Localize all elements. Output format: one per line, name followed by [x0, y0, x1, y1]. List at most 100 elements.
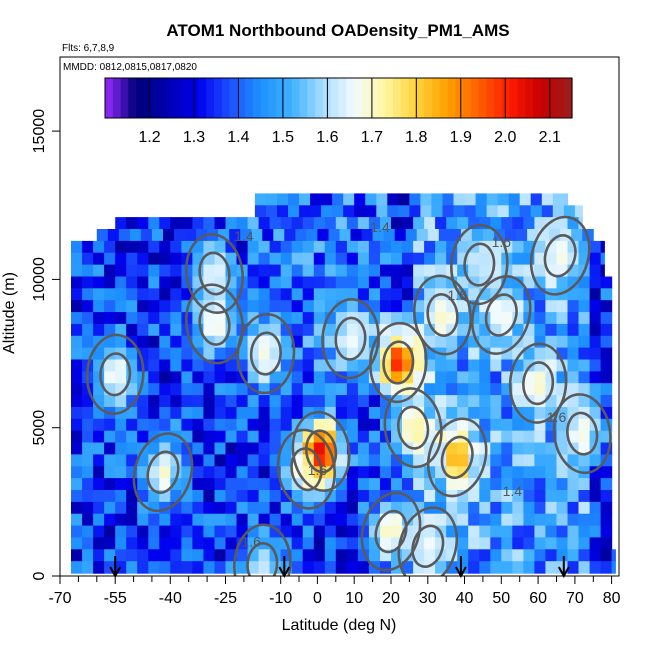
heatmap-cell [104, 383, 116, 396]
heatmap-cell [126, 454, 138, 467]
heatmap-cell [93, 347, 105, 361]
heatmap-cell [181, 359, 193, 372]
heatmap-cell [159, 501, 171, 515]
heatmap-cell [236, 478, 249, 491]
heatmap-cell [324, 442, 337, 455]
heatmap-cell [93, 501, 105, 515]
heatmap-cell [600, 478, 613, 491]
heatmap-cell [479, 395, 491, 408]
heatmap-cell [288, 205, 300, 218]
heatmap-cell [302, 347, 315, 361]
heatmap-cell [346, 430, 359, 444]
heatmap-cell [82, 335, 94, 349]
heatmap-cell [409, 205, 421, 218]
heatmap-cell [563, 205, 576, 218]
colorbar-swatch [470, 78, 480, 118]
heatmap-cell [490, 466, 502, 479]
heatmap-cell [192, 383, 204, 396]
heatmap-cell [115, 288, 127, 301]
heatmap-cell [291, 442, 304, 455]
heatmap-cell [225, 276, 238, 289]
heatmap-cell [357, 217, 370, 230]
heatmap-cell [280, 300, 293, 313]
heatmap-cell [214, 252, 227, 266]
heatmap-cell [368, 442, 381, 455]
heatmap-cell [475, 205, 488, 218]
heatmap-cell [501, 525, 513, 539]
heatmap-cell [280, 549, 293, 562]
heatmap-cell [523, 454, 535, 467]
heatmap-cell [435, 383, 447, 396]
heatmap-cell [291, 300, 304, 313]
heatmap-cell [192, 395, 204, 408]
heatmap-cell [501, 347, 513, 361]
heatmap-cell [578, 359, 591, 372]
heatmap-cell [556, 525, 569, 539]
heatmap-cell [490, 276, 502, 289]
colorbar-tick-label: 1.5 [272, 129, 294, 146]
heatmap-cell [600, 359, 613, 372]
heatmap-cell [534, 240, 546, 254]
heatmap-cell [280, 442, 293, 455]
heatmap-cell [104, 252, 116, 266]
heatmap-cell [203, 312, 215, 325]
heatmap-cell [380, 359, 392, 372]
heatmap-cell [258, 395, 271, 408]
heatmap-cell [368, 454, 381, 467]
heatmap-cell [578, 383, 591, 396]
heatmap-cell [357, 466, 370, 479]
heatmap-cell [357, 454, 370, 467]
heatmap-cell [115, 335, 127, 349]
heatmap-cell [413, 276, 425, 289]
contour-line [411, 524, 445, 569]
heatmap-cell [446, 442, 458, 455]
colorbar-swatch [393, 78, 402, 118]
heatmap-cell [578, 549, 591, 562]
heatmap-cell [391, 323, 403, 337]
heatmap-cell [556, 549, 569, 562]
heatmap-cell [225, 466, 238, 479]
heatmap-cell [302, 490, 315, 503]
heatmap-cell [457, 217, 469, 230]
heatmap-cell [519, 205, 532, 218]
heatmap-cell [170, 240, 182, 254]
colorbar-swatch [221, 78, 231, 118]
heatmap-cell [457, 395, 469, 408]
x-tick-label: 80 [603, 590, 621, 607]
colorbar-tick-label: 1.7 [361, 129, 383, 146]
heatmap-cell [247, 240, 260, 254]
heatmap-cell [424, 335, 436, 349]
heatmap-cell [324, 383, 337, 396]
heatmap-cell [534, 549, 546, 562]
heatmap-cell [192, 264, 204, 278]
heatmap-cell [302, 549, 315, 562]
heatmap-cell [424, 276, 436, 289]
heatmap-cell [490, 454, 502, 467]
heatmap-cell [104, 264, 116, 278]
heatmap-cell [170, 371, 182, 384]
heatmap-cell [93, 276, 105, 289]
heatmap-cell [446, 407, 458, 420]
heatmap-cell [534, 478, 546, 491]
heatmap-cell [313, 276, 326, 289]
heatmap-cell [413, 454, 425, 467]
heatmap-cell [424, 217, 436, 230]
heatmap-cell [181, 288, 193, 301]
heatmap-cell [214, 454, 227, 467]
heatmap-cell [280, 276, 293, 289]
heatmap-cell [457, 466, 469, 479]
heatmap-cell [512, 240, 524, 254]
heatmap-cell [556, 335, 569, 349]
heatmap-cell [284, 229, 296, 242]
heatmap-cell [104, 525, 116, 539]
heatmap-cell [479, 466, 491, 479]
heatmap-cell [247, 418, 260, 432]
heatmap-cell [148, 537, 160, 550]
heatmap-cell [567, 240, 580, 254]
heatmap-cell [93, 371, 105, 384]
heatmap-cell [545, 525, 557, 539]
heatmap-cell [368, 549, 381, 562]
heatmap-cell [214, 383, 227, 396]
x-axis: -70 -55 -40 -25 -10 0 10 20 30 40 50 60 70 80 [48, 576, 621, 607]
